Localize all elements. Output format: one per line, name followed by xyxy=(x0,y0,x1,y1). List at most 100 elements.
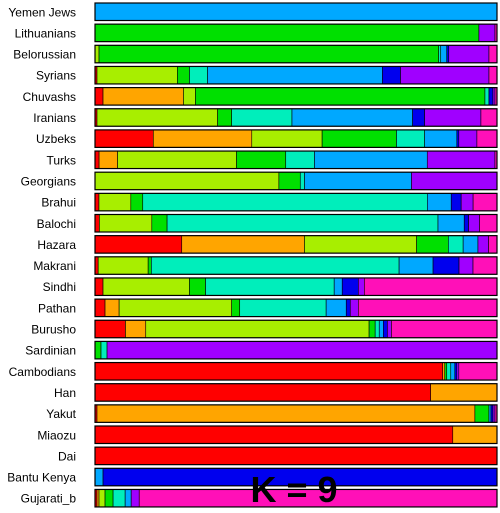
bar-segment-k1 xyxy=(94,87,104,106)
bar-segment-k4 xyxy=(177,66,190,85)
bar-segment-k3 xyxy=(94,44,100,64)
bar-segment-k4 xyxy=(368,319,376,339)
bar-segment-k6 xyxy=(462,235,479,254)
bar-frame xyxy=(94,256,498,275)
chart-title: K = 9 xyxy=(250,469,337,510)
bar-segment-k1 xyxy=(94,362,444,381)
row-brahui: Brahui xyxy=(41,192,498,212)
bar-segment-k4 xyxy=(321,129,397,148)
bar-segment-k7 xyxy=(456,129,460,148)
bar-segment-k6 xyxy=(333,277,343,296)
bar-segment-k9 xyxy=(488,66,498,85)
bar-segment-k6 xyxy=(304,171,412,190)
bar-segment-k5 xyxy=(374,319,380,339)
bar-segment-k6 xyxy=(398,256,434,275)
bar-segment-k3 xyxy=(96,66,178,85)
row-sindhi: Sindhi xyxy=(43,277,498,297)
bar-segment-k3 xyxy=(118,298,232,317)
bar-segment-k3 xyxy=(145,319,370,339)
bar-segment-k9 xyxy=(391,319,498,339)
bar-segment-k7 xyxy=(488,87,494,106)
bar-segment-k2 xyxy=(98,150,118,169)
bar-segment-k3 xyxy=(117,150,237,169)
bar-segment-k4 xyxy=(416,235,449,254)
bar-segment-k2 xyxy=(430,383,498,402)
bar-segment-k7 xyxy=(432,256,460,275)
bar-frame xyxy=(94,171,498,191)
bar-segment-k9 xyxy=(364,277,498,296)
bar-segment-k8 xyxy=(106,341,498,360)
population-label: Bantu Kenya xyxy=(7,471,76,485)
bar-segment-k1 xyxy=(94,235,183,254)
population-label: Chuvashs xyxy=(23,90,76,104)
bar-segment-k1 xyxy=(94,150,100,169)
bar-segment-k8 xyxy=(460,193,474,212)
bar-segment-k6 xyxy=(427,193,452,212)
bar-frame xyxy=(94,488,498,508)
bar-segment-k6 xyxy=(291,108,413,127)
population-label: Han xyxy=(54,386,76,400)
bar-segment-k9 xyxy=(458,362,498,381)
bar-segment-k4 xyxy=(278,171,301,190)
bar-segment-k9 xyxy=(488,44,498,64)
chart-rows: Yemen Jews Lithuanians Belorussian Syrians C… xyxy=(7,2,498,508)
bar-segment-k9 xyxy=(488,235,498,254)
row-lithuanians: Lithuanians xyxy=(15,23,498,43)
bar-segment-k1 xyxy=(94,129,154,148)
bar-frame xyxy=(94,319,498,339)
bar-segment-k2 xyxy=(452,425,498,444)
bar-segment-k7 xyxy=(454,362,458,381)
bar-frame xyxy=(94,150,498,170)
bar-segment-k1 xyxy=(94,319,126,339)
bar-frame xyxy=(94,277,498,297)
bar-frame xyxy=(94,44,498,64)
population-label: Uzbeks xyxy=(36,132,76,146)
bar-frame xyxy=(94,235,498,254)
bar-segment-k5 xyxy=(166,214,439,233)
bar-segment-k7 xyxy=(412,108,425,127)
bar-segment-k4 xyxy=(444,362,448,381)
row-georgians: Georgians xyxy=(21,171,498,191)
bar-segment-k6 xyxy=(488,404,492,423)
bar-segment-k5 xyxy=(100,341,108,360)
population-label: Hazara xyxy=(37,238,76,252)
bar-segment-k4 xyxy=(94,23,480,42)
row-yakut: Yakut xyxy=(46,404,498,423)
bar-frame xyxy=(94,65,498,85)
bar-frame xyxy=(94,86,498,106)
bar-segment-k4 xyxy=(231,298,241,317)
bar-segment-k1 xyxy=(94,446,498,465)
bar-segment-k6 xyxy=(207,66,383,85)
bar-segment-k9 xyxy=(472,256,498,275)
bar-segment-k5 xyxy=(448,235,464,254)
bar-frame xyxy=(94,298,498,318)
bar-segment-k7 xyxy=(382,66,401,85)
row-pathan: Pathan xyxy=(38,298,498,318)
bar-segment-k8 xyxy=(349,298,359,317)
bar-segment-k1 xyxy=(94,383,431,402)
row-uzbeks: Uzbeks xyxy=(36,129,498,148)
bar-segment-k9 xyxy=(472,193,498,212)
bar-segment-k8 xyxy=(424,108,482,127)
row-iranians: Iranians xyxy=(33,108,498,127)
row-gujarati-b: Gujarati_b xyxy=(21,488,498,508)
bar-segment-k4 xyxy=(189,277,206,296)
bar-segment-k2 xyxy=(125,319,147,339)
row-sardinian: Sardinian xyxy=(25,340,498,360)
bar-frame xyxy=(94,340,498,360)
population-label: Brahui xyxy=(41,196,76,210)
population-label: Pathan xyxy=(38,301,76,315)
bar-segment-k7 xyxy=(382,319,388,339)
bar-frame xyxy=(94,404,498,423)
bar-segment-k7 xyxy=(463,214,469,233)
bar-segment-k3 xyxy=(98,489,106,508)
bar-segment-k5 xyxy=(484,87,490,106)
population-label: Syrians xyxy=(36,69,76,83)
bar-segment-k8 xyxy=(477,235,489,254)
bar-segment-k2 xyxy=(102,87,184,106)
population-label: Cambodians xyxy=(9,365,76,379)
bar-frame xyxy=(94,467,498,487)
bar-segment-k9 xyxy=(476,129,498,148)
bar-segment-k5 xyxy=(299,171,305,190)
bar-segment-k8 xyxy=(358,277,365,296)
